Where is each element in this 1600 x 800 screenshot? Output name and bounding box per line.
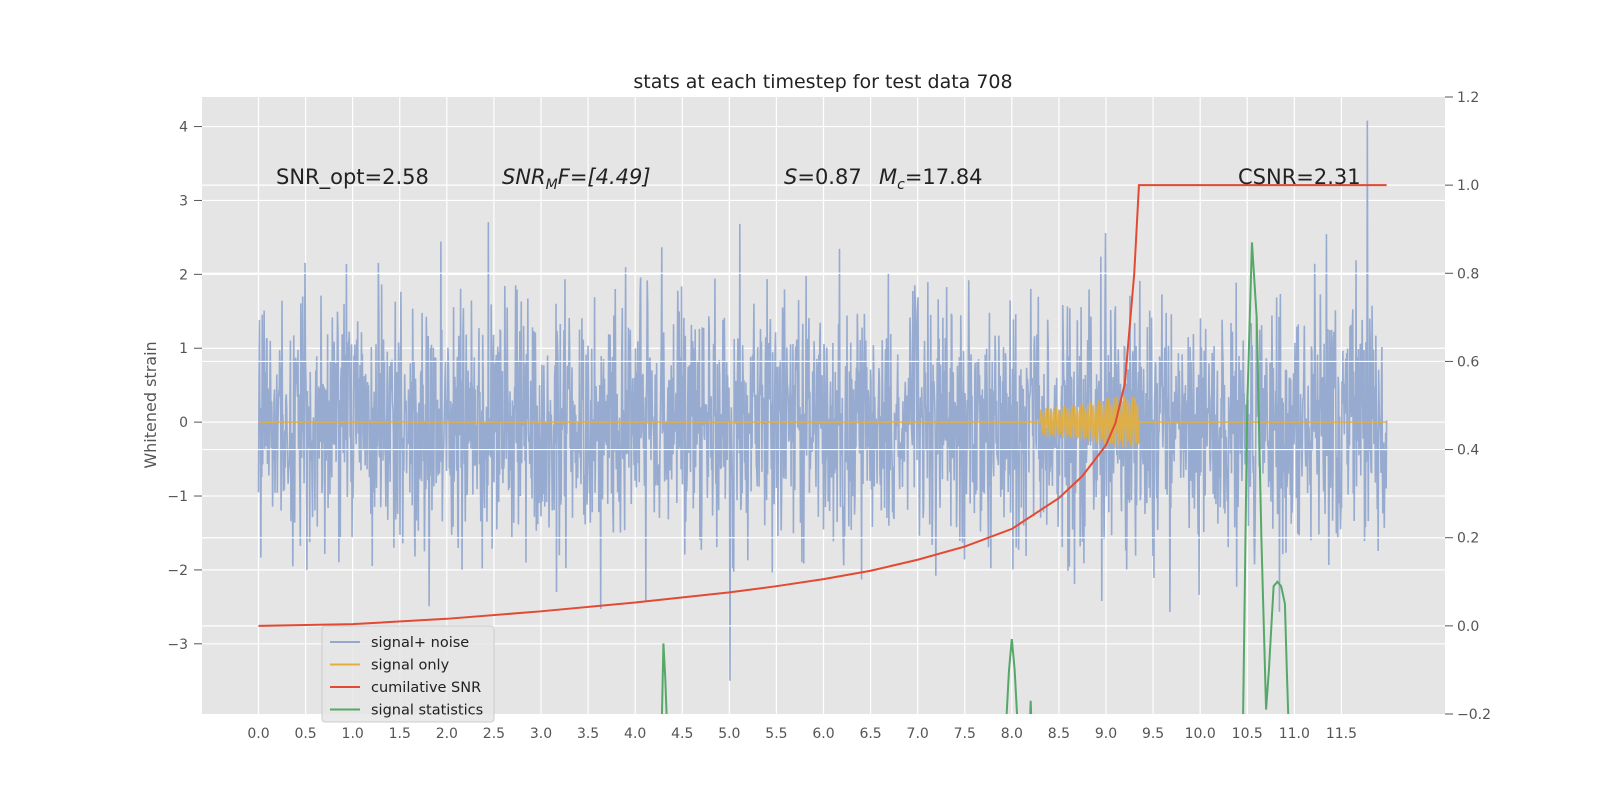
s-symbol: S: [784, 165, 797, 189]
x-tick-label: 6.5: [859, 726, 881, 742]
y2-axis-ticks: 1.2 1.0 0.8 0.6 0.4 0.2 0.0 −0.2: [1445, 90, 1491, 723]
x-tick-label: 8.5: [1048, 726, 1070, 742]
snr-mf-symbol: SNR: [502, 165, 546, 189]
annotation-csnr: CSNR=2.31: [1238, 165, 1361, 189]
x-tick-label: 9.0: [1095, 726, 1117, 742]
annotation-snr-opt: SNR_opt=2.58: [276, 165, 429, 190]
mc-subscript: c: [897, 177, 905, 193]
x-tick-label: 10.0: [1185, 726, 1216, 742]
y2-tick-label: −0.2: [1457, 707, 1491, 723]
annotation-s: S=0.87: [784, 165, 862, 189]
series-signal-statistics: [660, 242, 1290, 714]
y2-tick-label: 1.0: [1457, 178, 1479, 194]
x-tick-label: 8.0: [1001, 726, 1023, 742]
x-tick-label: 2.0: [436, 726, 458, 742]
y-tick-label: 0: [179, 415, 188, 431]
x-tick-label: 5.0: [718, 726, 740, 742]
mc-value: =17.84: [905, 165, 983, 189]
x-tick-label: 9.5: [1142, 726, 1164, 742]
signal-noise-line: [257, 120, 1388, 681]
s-value: =0.87: [797, 165, 861, 189]
x-tick-label: 11.5: [1326, 726, 1357, 742]
x-tick-label: 7.5: [954, 726, 976, 742]
legend-label: signal+ noise: [371, 635, 469, 651]
snr-mf-subscript: M: [546, 177, 558, 193]
series-signal-only: [258, 396, 1387, 448]
y2-tick-label: 0.2: [1457, 531, 1479, 547]
signal-statistics-line: [1242, 242, 1290, 714]
x-tick-label: 5.5: [765, 726, 787, 742]
x-tick-label: 2.5: [483, 726, 505, 742]
y2-tick-label: 1.2: [1457, 90, 1479, 106]
y-tick-label: −1: [167, 489, 188, 505]
signal-statistics-line: [660, 643, 668, 714]
x-tick-label: 10.5: [1232, 726, 1263, 742]
legend-label: cumilative SNR: [371, 680, 481, 696]
y2-tick-label: 0.0: [1457, 619, 1479, 635]
y-axis-label: Whitened strain: [141, 341, 160, 468]
x-tick-label: 7.0: [907, 726, 929, 742]
y-tick-label: 2: [179, 267, 188, 283]
annotation-mc: Mc=17.84: [879, 165, 983, 193]
signal-only-line: [258, 396, 1387, 448]
x-tick-label: 4.5: [671, 726, 693, 742]
y-tick-label: 4: [179, 120, 188, 136]
legend: signal+ noise signal only cumilative SNR si…: [321, 625, 495, 723]
annotation-snr-mf: SNRMF=[4.49]: [502, 165, 651, 193]
x-tick-label: 4.0: [624, 726, 646, 742]
x-tick-label: 0.5: [294, 726, 316, 742]
x-tick-label: 1.5: [389, 726, 411, 742]
chart-title: stats at each timestep for test data 708: [633, 71, 1012, 93]
series-signal-noise: [257, 120, 1388, 681]
y-axis-ticks: 4 3 2 1 0 −1 −2 −3: [167, 120, 202, 653]
x-tick-label: 6.0: [812, 726, 834, 742]
signal-statistics-line: [1005, 638, 1019, 714]
y-tick-label: −3: [167, 637, 188, 653]
x-tick-label: 3.5: [577, 726, 599, 742]
signal-statistics-line: [1029, 700, 1033, 714]
y-tick-label: 3: [179, 193, 188, 209]
y2-tick-label: 0.6: [1457, 354, 1479, 370]
y-tick-label: −2: [167, 563, 188, 579]
x-tick-label: 11.0: [1279, 726, 1310, 742]
y2-tick-label: 0.4: [1457, 443, 1479, 459]
x-tick-label: 1.0: [342, 726, 364, 742]
legend-box: [321, 625, 495, 723]
legend-label: signal statistics: [371, 703, 483, 719]
series-cumulative-snr: [258, 184, 1387, 627]
x-tick-label: 0.0: [247, 726, 269, 742]
snr-mf-value: F=[4.49]: [558, 165, 651, 189]
x-axis-ticks: 0.0 0.5 1.0 1.5 2.0 2.5 3.0 3.5 4.0 4.5 5.0 5.5 6.0 6…: [247, 726, 1357, 742]
y2-tick-label: 0.8: [1457, 266, 1479, 282]
y-tick-label: 1: [179, 341, 188, 357]
cumulative-snr-line: [258, 184, 1387, 627]
legend-label: signal only: [371, 658, 450, 674]
x-tick-label: 3.0: [530, 726, 552, 742]
mc-symbol: M: [879, 165, 897, 189]
